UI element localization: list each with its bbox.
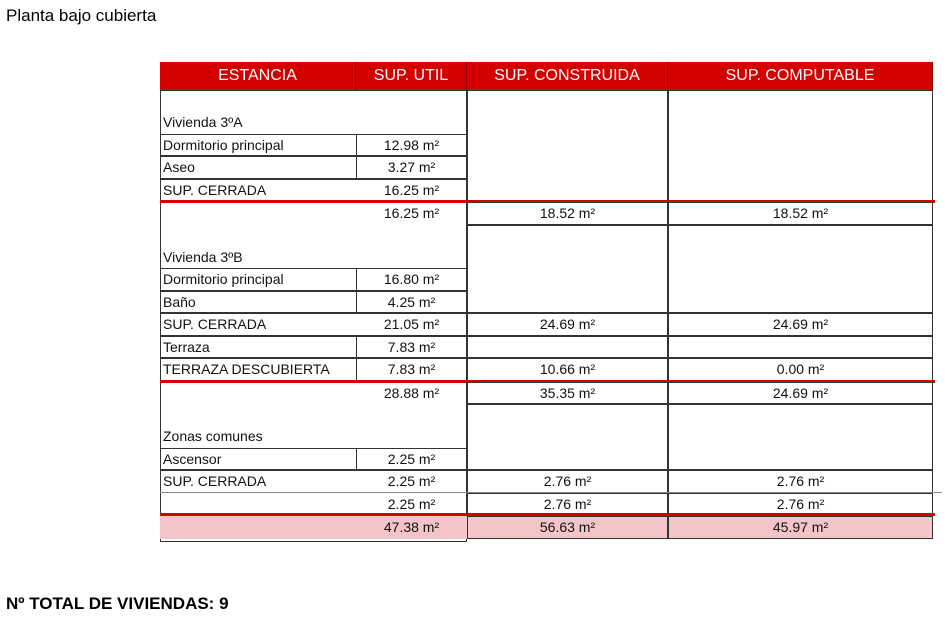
- computable-empty: [668, 224, 933, 313]
- row-label-cell: [160, 156, 467, 179]
- construida-cell: [467, 313, 668, 336]
- row-label: Dormitorio principal: [163, 271, 284, 287]
- red-separator: [160, 200, 935, 203]
- row-sup-computable: 24.69 m²: [772, 316, 829, 332]
- construida-cell: [467, 335, 668, 358]
- subtotal-computable-value: 24.69 m²: [772, 384, 829, 401]
- subtotal-construida: [467, 381, 668, 404]
- construida-empty: [467, 404, 668, 470]
- row-label: Baño: [163, 293, 196, 310]
- subtotal-construida-value: 35.35 m²: [539, 384, 596, 401]
- row-sup-computable: 2.76 m²: [776, 473, 825, 489]
- subtotal-construida-value: 18.52 m²: [539, 205, 596, 221]
- total-computable-cell: [668, 516, 933, 539]
- row-sup-construida: 2.76 m²: [543, 473, 592, 489]
- row-label: SUP. CERRADA: [163, 473, 267, 489]
- computable-empty: [668, 404, 933, 470]
- row-label: SUP. CERRADA: [163, 316, 267, 332]
- row-label-cell: [160, 268, 467, 291]
- computable-cell: [668, 335, 933, 358]
- subtotal-construida-value: 2.76 m²: [543, 495, 592, 512]
- subtotal-util: 28.88 m²: [383, 384, 440, 401]
- total-construida: 56.63 m²: [539, 519, 596, 535]
- row-divider: [356, 268, 357, 291]
- block-title: Zonas comunes: [163, 428, 263, 444]
- red-separator: [160, 513, 935, 516]
- page-title: Planta bajo cubierta: [6, 6, 157, 25]
- row-label-cell: [160, 313, 467, 336]
- row-sup-util: 16.25 m²: [383, 181, 440, 198]
- row-label: Aseo: [163, 159, 195, 175]
- row-sup-construida: 10.66 m²: [539, 361, 596, 377]
- total-row-bg: [160, 516, 933, 539]
- subtotal-construida: [467, 202, 668, 225]
- total-construida-cell: [467, 516, 668, 539]
- subtotal-computable: [668, 202, 933, 225]
- row-divider: [356, 335, 357, 358]
- row-sup-util: 4.25 m²: [387, 293, 436, 310]
- subtotal-util: 2.25 m²: [387, 495, 436, 512]
- row-sup-util: 12.98 m²: [383, 136, 440, 153]
- row-label: SUP. CERRADA: [163, 181, 267, 198]
- row-divider: [356, 290, 357, 313]
- row-sup-util: 7.83 m²: [387, 338, 436, 355]
- red-separator: [160, 379, 935, 383]
- row-label-cell: [160, 290, 467, 313]
- row-sup-util: 21.05 m²: [383, 316, 440, 332]
- block-title: Vivienda 3ºB: [163, 248, 243, 265]
- construida-empty: [467, 224, 668, 313]
- total-computable: 45.97 m²: [772, 519, 829, 535]
- row-label: Ascensor: [163, 450, 222, 467]
- row-label: Dormitorio principal: [163, 136, 284, 153]
- row-label-cell: [160, 133, 467, 156]
- block-title: Vivienda 3ºA: [163, 114, 243, 130]
- row-sup-computable: 0.00 m²: [776, 361, 825, 377]
- subtotal-computable-value: 18.52 m²: [772, 205, 829, 221]
- row-sup-util: 2.25 m²: [387, 450, 436, 467]
- header-estancia: ESTANCIA: [160, 62, 356, 90]
- row-divider: [356, 447, 357, 470]
- row-sup-construida: 24.69 m²: [539, 316, 596, 332]
- row-label: Terraza: [163, 338, 210, 355]
- row-divider: [356, 358, 357, 381]
- row-label-cell: [160, 335, 467, 358]
- header-sup-construida: SUP. CONSTRUIDA: [467, 62, 668, 90]
- row-label-cell: [160, 447, 467, 470]
- computable-empty: [668, 90, 933, 201]
- thin-separator: [160, 491, 942, 493]
- total-util: 47.38 m²: [383, 519, 440, 535]
- row-sup-util: 3.27 m²: [387, 159, 436, 175]
- row-sup-util: 2.25 m²: [387, 473, 436, 489]
- computable-cell: [668, 313, 933, 336]
- header-sup-computable: SUP. COMPUTABLE: [668, 62, 933, 90]
- subtotal-computable-value: 2.76 m²: [776, 495, 825, 512]
- total-viviendas: Nº TOTAL DE VIVIENDAS: 9: [6, 594, 229, 613]
- row-sup-util: 16.80 m²: [383, 271, 440, 287]
- row-divider: [356, 133, 357, 156]
- row-divider: [356, 156, 357, 179]
- row-label: TERRAZA DESCUBIERTA: [163, 361, 330, 377]
- subtotal-computable: [668, 381, 933, 404]
- header-sup-util: SUP. UTIL: [356, 62, 467, 90]
- construida-empty: [467, 90, 668, 201]
- subtotal-util: 16.25 m²: [383, 205, 440, 221]
- row-sup-util: 7.83 m²: [387, 361, 436, 377]
